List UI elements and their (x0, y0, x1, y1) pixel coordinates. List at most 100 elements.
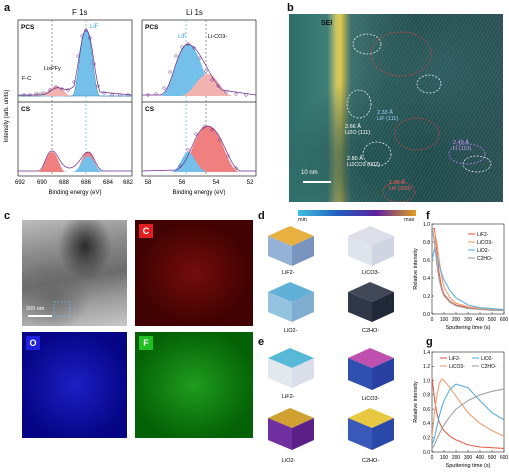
x-tick-label: 500 (488, 317, 497, 323)
series-line (431, 247, 505, 311)
x-tick-label: 0 (431, 455, 434, 461)
chart-g: 0 100 200 300 400 500 600 0.0 0.2 0.4 0.6 0.8 1.0 1.2… (413, 350, 508, 469)
x-tick-label: 300 (464, 455, 473, 461)
series-line (432, 227, 504, 311)
x-tick-label: 600 (500, 455, 508, 461)
y-tick-label: 1.2 (423, 364, 430, 370)
f-tick: 692 (15, 180, 26, 186)
hrtem-image: SEI 10 nm 2.33 Å LiF (111) 2.66 Å Li2O (11… (289, 14, 503, 202)
colorbar (298, 210, 416, 216)
panel-label-c: c (4, 210, 11, 222)
tem-scale-label: 200 nm (26, 306, 45, 312)
tof-e-cubes: LiF2- LiCO3- LiO2- C2HO- (268, 348, 394, 464)
x-tick-label: 400 (476, 455, 485, 461)
li1s-cs-lico3-peak (142, 126, 256, 172)
anno-li2co3-002: 2.80 Å Li2CO3 (002) (347, 156, 381, 168)
y-tick-label: 1.4 (423, 350, 430, 356)
eds-map-o: O (22, 332, 127, 438)
f1s-title: F 1s (72, 8, 88, 17)
li1s-pcs-label: PCS (145, 24, 159, 31)
eds-o-badge: O (26, 336, 40, 350)
x-tick-label: 0 (431, 317, 434, 323)
y-tick-label: 0.2 (423, 436, 430, 442)
li1s-frame (141, 19, 257, 177)
anno-li2o-111: 2.66 Å Li2O (111) (345, 124, 371, 136)
li-tick: 52 (247, 180, 254, 186)
tof-d-label: LiCO3- (362, 270, 380, 276)
panel-label-a: a (4, 2, 11, 14)
y-tick-label: 1.0 (423, 378, 430, 384)
li-tick: 54 (213, 180, 220, 186)
x-tick-label: 600 (500, 317, 508, 323)
sei-label: SEI (321, 20, 333, 27)
tof-d-label: LiO2- (284, 328, 298, 334)
f1s-pcs-lif-peak (18, 29, 132, 97)
f1s-pcs-label: PCS (21, 24, 35, 31)
legend-label: LiCO3- (477, 240, 493, 246)
eds-c-badge: C (139, 224, 153, 238)
tof-d-cubes: LiF2- LiCO3- LiO2- C2HO- (268, 226, 394, 334)
tof-e-label: LiO2- (282, 458, 296, 464)
f1s-fc-label: F-C (22, 76, 31, 82)
panel-label-b: b (287, 2, 294, 14)
y-tick-label: 0.8 (423, 240, 430, 246)
series-line (431, 376, 505, 449)
colorbar-max: max (404, 217, 415, 223)
hrtem-scale-label: 10 nm (301, 170, 318, 176)
li1s-lif-label: LiF (178, 34, 187, 40)
li-tick: 56 (179, 180, 186, 186)
x-tick-label: 200 (452, 317, 461, 323)
f1s-cs-label: CS (21, 106, 31, 113)
anno-li-110: 2.49 Å Li (110) (453, 140, 472, 152)
li1s-cs-label: CS (145, 106, 155, 113)
x-tick-label: 500 (488, 455, 497, 461)
y-tick-label: 0.0 (423, 450, 430, 456)
y-axis-label: Relative intensity (413, 381, 419, 423)
f-tick: 690 (37, 180, 48, 186)
series-line (431, 383, 505, 446)
legend-label: C2HO- (481, 364, 497, 370)
f1s-lif-label: LiF (90, 24, 99, 30)
legend-label: C2HO- (477, 256, 493, 262)
series-line (431, 378, 505, 438)
f-tick: 686 (81, 180, 92, 186)
eds-f-badge: F (139, 336, 153, 350)
plot-frame (431, 223, 505, 315)
x-axis-label: Sputtering time (s) (446, 325, 491, 331)
x-tick-label: 200 (452, 455, 461, 461)
eds-map-f: F (135, 332, 253, 438)
x-tick-label: 100 (440, 455, 449, 461)
legend-label: LiF2- (449, 356, 461, 362)
panel-label-d: d (258, 210, 265, 222)
f1s-frame (17, 19, 133, 177)
legend-label: LiF2- (477, 232, 489, 238)
panel-label-f: f (426, 210, 430, 222)
anno-lif-200: 1.99 Å LiF (200) (389, 180, 412, 192)
xps-figure: Intensity (arb. units) 692 690 688 686 6… (4, 19, 257, 196)
x-tick-label: 300 (464, 317, 473, 323)
li1s-xlabel: Binding energy (eV) (172, 190, 225, 196)
f1s-xlabel: Binding energy (eV) (48, 190, 101, 196)
x-axis-label: Sputtering time (s) (446, 463, 491, 469)
tof-e-label: LiF2- (282, 394, 295, 400)
f1s-pcs-lipf-peak (40, 86, 72, 96)
legend-label: LiO2- (477, 248, 490, 254)
f1s-cs-peaks (18, 152, 132, 172)
eds-map-c: C (135, 220, 253, 326)
series-line (431, 225, 504, 311)
chart-f: 0 100 200 300 400 500 600 0.0 0.2 0.4 0.6 0.8 1.0 Spu… (413, 222, 508, 331)
y-tick-label: 0.4 (423, 421, 430, 427)
anno-lif-111: 2.33 Å LiF (111) (377, 110, 399, 122)
y-tick-label: 0.0 (423, 312, 430, 318)
xps-ylabel: Intensity (arb. units) (4, 90, 10, 143)
x-tick-label: 100 (440, 317, 449, 323)
li-tick: 58 (145, 180, 152, 186)
tof-e-label: C2HO- (362, 458, 379, 464)
x-tick-label: 400 (476, 317, 485, 323)
f-tick: 688 (59, 180, 70, 186)
series-line (431, 388, 505, 449)
y-tick-label: 0.6 (423, 407, 430, 413)
legend-label: LiCO3- (449, 364, 465, 370)
y-axis-label: Relative intensity (413, 248, 419, 290)
y-tick-label: 0.8 (423, 393, 430, 399)
